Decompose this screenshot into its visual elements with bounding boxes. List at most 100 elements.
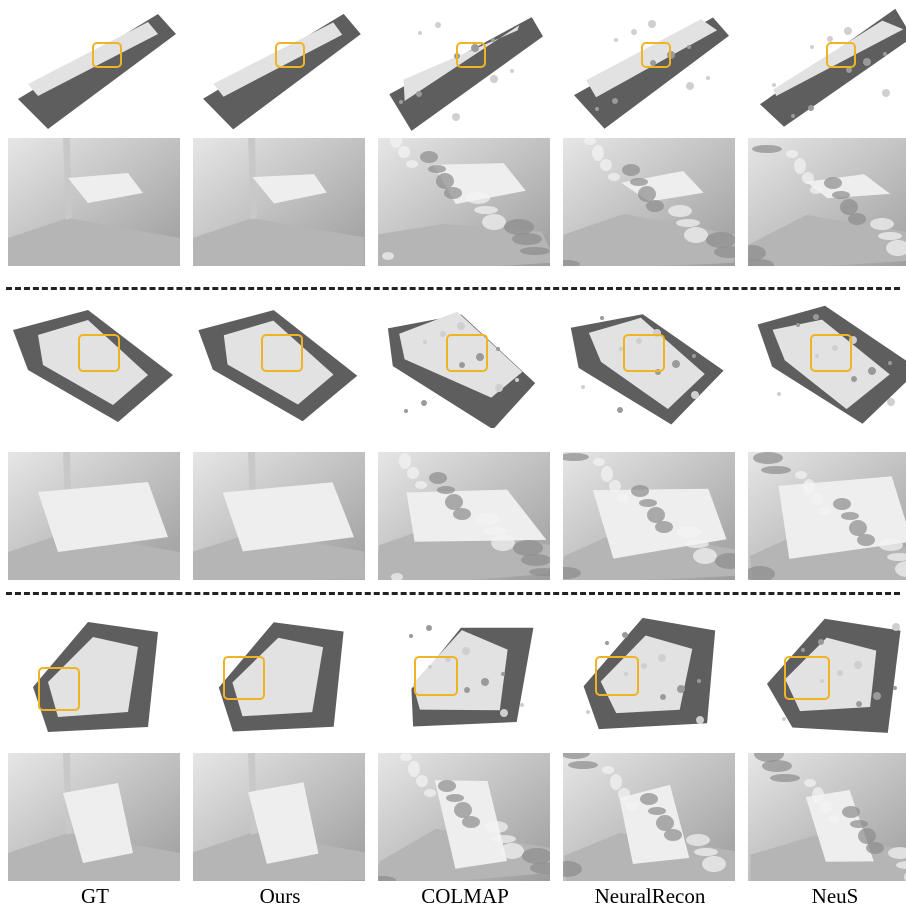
zoom-bedroom-neuralrecon xyxy=(563,452,735,580)
mesh-noise-blob xyxy=(815,354,819,358)
column-label-colmap: COLMAP xyxy=(421,884,509,908)
surface-artifact xyxy=(842,806,860,818)
overview-bathroom-sink-colmap xyxy=(378,4,550,132)
mesh-overview-graphic xyxy=(574,17,729,129)
surface-artifact xyxy=(748,566,775,580)
mesh-noise-blob xyxy=(844,27,852,35)
mesh-noise-blob xyxy=(624,672,628,676)
surface-artifact xyxy=(820,801,832,813)
surface-artifact xyxy=(398,146,410,158)
surface-artifact xyxy=(748,245,766,261)
surface-artifact xyxy=(752,145,782,153)
mesh-noise-blob xyxy=(650,60,656,66)
surface-artifact xyxy=(408,761,420,777)
surface-artifact xyxy=(438,780,456,792)
zoom-bedroom-neus xyxy=(748,452,906,580)
mesh-noise-blob xyxy=(887,398,895,406)
mesh-zoom-graphic xyxy=(378,753,550,881)
mesh-overview-graphic xyxy=(389,17,543,131)
mesh-overview-graphic xyxy=(583,617,716,730)
surface-artifact xyxy=(406,160,418,168)
surface-artifact xyxy=(617,494,629,502)
surface-artifact xyxy=(686,834,710,846)
zoom-bathroom-sink-neuralrecon xyxy=(563,138,735,266)
mesh-noise-blob xyxy=(409,634,413,638)
floor-surface xyxy=(193,532,365,580)
surface-artifact xyxy=(609,480,621,492)
mesh-noise-blob xyxy=(873,692,881,700)
surface-artifact xyxy=(706,232,735,248)
mesh-zoom-graphic xyxy=(748,452,906,580)
surface-artifact xyxy=(492,835,516,843)
mesh-overview-graphic xyxy=(33,622,158,732)
mesh-noise-blob xyxy=(605,641,609,645)
floor-surface xyxy=(563,213,735,266)
mesh-noise-blob xyxy=(631,29,637,35)
overview-bedroom-neuralrecon xyxy=(563,300,735,428)
mesh-noise-blob xyxy=(457,322,465,330)
zoom-bathroom-toilet-ours xyxy=(193,753,365,881)
zoom-bathroom-sink-gt xyxy=(8,138,180,266)
surface-artifact xyxy=(631,485,649,497)
mesh-noise-blob xyxy=(595,107,599,111)
mesh-noise-blob xyxy=(617,407,623,413)
zoom-bedroom-ours xyxy=(193,452,365,580)
column-label-neus: NeuS xyxy=(811,884,859,908)
surface-artifact xyxy=(824,177,842,189)
highlight-box xyxy=(223,656,265,700)
surface-artifact xyxy=(474,206,498,214)
mesh-noise-blob xyxy=(672,360,680,368)
surface-artifact xyxy=(568,761,598,769)
surface-artifact xyxy=(429,472,447,484)
mesh-noise-blob xyxy=(883,52,887,56)
overview-bedroom-neus xyxy=(748,300,906,428)
surface-artifact xyxy=(886,240,906,256)
surface-artifact xyxy=(483,527,507,535)
surface-artifact xyxy=(475,513,499,525)
surface-artifact xyxy=(608,173,620,181)
mesh-noise-blob xyxy=(421,400,427,406)
zoom-bathroom-toilet-colmap xyxy=(378,753,550,881)
mesh-noise-blob xyxy=(818,639,824,645)
mesh-noise-blob xyxy=(892,623,900,631)
surface-artifact xyxy=(630,178,648,186)
mesh-noise-blob xyxy=(813,314,819,320)
mesh-noise-blob xyxy=(641,663,647,669)
mesh-noise-blob xyxy=(791,114,795,118)
surface-artifact xyxy=(378,876,396,881)
mesh-noise-blob xyxy=(846,67,852,73)
mesh-noise-blob xyxy=(697,679,701,683)
mesh-noise-blob xyxy=(851,376,857,382)
surface-artifact xyxy=(677,526,701,538)
mesh-overview-graphic xyxy=(760,8,906,127)
surface-artifact xyxy=(512,233,542,245)
column-label-neuralrecon: NeuralRecon xyxy=(594,884,706,908)
mesh-noise-blob xyxy=(882,89,890,97)
surface-artifact xyxy=(770,774,800,782)
mesh-floor xyxy=(785,637,877,712)
mesh-noise-blob xyxy=(481,678,489,686)
surface-artifact xyxy=(416,775,428,787)
mesh-noise-blob xyxy=(586,710,590,714)
surface-artifact xyxy=(702,856,726,872)
mesh-noise-blob xyxy=(495,384,503,392)
surface-artifact xyxy=(879,539,903,551)
mesh-noise-blob xyxy=(808,105,814,111)
mesh-floor xyxy=(232,637,324,717)
mesh-noise-blob xyxy=(706,76,710,80)
highlight-box xyxy=(784,656,830,700)
highlight-box xyxy=(826,42,856,68)
surface-artifact xyxy=(522,848,550,864)
scene-divider-1 xyxy=(6,287,900,290)
surface-artifact xyxy=(563,260,580,266)
zoom-bedroom-colmap xyxy=(378,452,550,580)
surface-artifact xyxy=(520,247,550,255)
surface-artifact xyxy=(857,534,875,546)
surface-artifact xyxy=(437,486,455,494)
overview-bathroom-sink-neuralrecon xyxy=(563,4,735,132)
mesh-floor xyxy=(586,19,718,98)
mesh-noise-blob xyxy=(832,345,838,351)
mesh-noise-blob xyxy=(515,378,519,382)
surface-artifact xyxy=(895,561,906,577)
mesh-noise-blob xyxy=(772,83,776,87)
